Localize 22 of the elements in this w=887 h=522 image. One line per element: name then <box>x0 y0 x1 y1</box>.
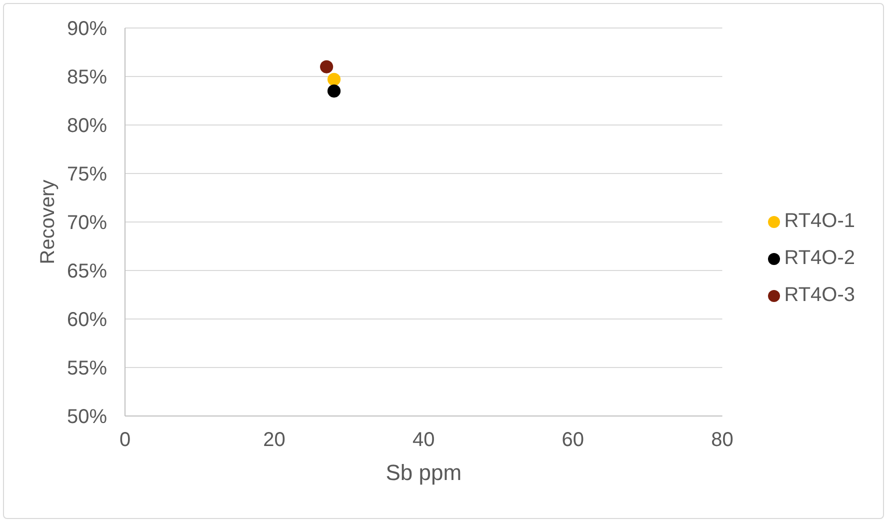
point <box>327 84 341 98</box>
y-tick-label: 80% <box>66 115 108 138</box>
legend-label: RT4O-1 <box>784 210 855 232</box>
y-tick-label: 55% <box>66 358 108 380</box>
x-tick-label: 20 <box>263 429 286 452</box>
x-axis-title: Sb ppm <box>386 460 462 485</box>
point <box>327 72 341 86</box>
y-tick-label: 60% <box>66 309 108 332</box>
legend-label: RT4O-3 <box>784 284 855 306</box>
y-axis-title: Recovery <box>37 180 60 264</box>
y-tick-label: 75% <box>66 164 108 186</box>
x-tick-label: 40 <box>412 429 435 452</box>
x-tick-label: 80 <box>711 429 734 452</box>
x-tick-label: 0 <box>119 429 131 452</box>
y-tick-label: 85% <box>66 66 108 89</box>
y-tick-label: 70% <box>66 212 108 234</box>
y-tick-label: 50% <box>66 406 108 428</box>
point <box>320 60 334 74</box>
y-tick-label: 65% <box>66 260 108 283</box>
y-tick-label: 90% <box>66 18 108 40</box>
x-tick-label: 60 <box>562 429 584 452</box>
legend-label: RT4O-2 <box>784 247 855 269</box>
